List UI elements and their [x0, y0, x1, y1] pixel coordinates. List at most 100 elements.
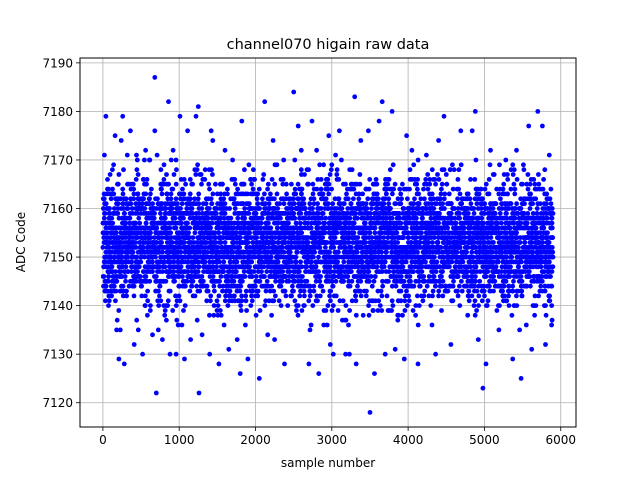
data-point — [403, 225, 409, 231]
data-point — [131, 293, 137, 299]
data-point — [411, 269, 416, 274]
data-point — [242, 225, 248, 231]
data-point — [116, 308, 122, 313]
data-point — [255, 201, 261, 207]
data-point — [401, 206, 407, 211]
data-point — [218, 191, 224, 197]
data-point — [311, 196, 317, 202]
data-point — [196, 259, 201, 265]
data-point — [414, 215, 419, 221]
data-point — [367, 230, 373, 236]
data-point — [190, 211, 195, 216]
data-point — [377, 303, 383, 308]
data-point — [400, 181, 405, 187]
data-point — [235, 186, 241, 192]
data-point — [187, 225, 193, 231]
data-point — [156, 249, 162, 255]
data-point — [150, 259, 155, 265]
data-point — [263, 201, 268, 207]
data-point — [249, 181, 255, 187]
data-point — [124, 293, 129, 299]
data-point — [209, 254, 215, 260]
data-point — [264, 278, 270, 284]
data-point — [466, 288, 472, 294]
data-point — [407, 274, 413, 279]
data-point — [264, 269, 270, 274]
data-point — [435, 172, 440, 177]
data-point — [322, 220, 327, 226]
data-point — [436, 220, 441, 226]
data-point — [425, 172, 431, 177]
data-point — [404, 303, 410, 308]
data-point — [292, 157, 298, 163]
data-point — [246, 201, 252, 207]
data-point — [130, 181, 136, 187]
data-point — [416, 278, 422, 284]
data-point — [130, 211, 135, 216]
data-point — [281, 201, 287, 207]
data-point — [289, 181, 294, 187]
data-point — [413, 235, 419, 241]
data-point — [329, 308, 335, 313]
data-point — [276, 298, 282, 304]
data-point — [258, 220, 264, 226]
data-point — [327, 172, 333, 177]
data-point — [192, 196, 198, 202]
data-point — [268, 191, 273, 197]
data-point — [127, 215, 133, 221]
data-point — [138, 259, 144, 265]
data-point — [217, 308, 223, 313]
data-point — [154, 225, 160, 231]
data-point — [133, 240, 139, 245]
data-point — [345, 196, 351, 202]
data-point — [221, 269, 226, 274]
data-point — [404, 288, 409, 294]
data-point — [323, 215, 328, 221]
data-point — [180, 186, 185, 192]
data-point — [242, 206, 248, 211]
data-point — [209, 220, 215, 226]
data-point — [291, 288, 296, 294]
data-point — [164, 317, 169, 323]
data-point — [206, 206, 212, 211]
data-point — [161, 162, 167, 168]
data-point — [196, 191, 202, 197]
data-point — [476, 303, 481, 308]
data-point — [238, 303, 244, 308]
data-point — [307, 293, 313, 299]
data-point — [347, 283, 353, 289]
data-point — [472, 177, 478, 182]
data-point — [145, 312, 150, 318]
data-point — [440, 278, 446, 284]
data-point — [366, 278, 372, 284]
data-point — [262, 274, 267, 279]
data-point — [269, 283, 275, 289]
data-point — [214, 211, 219, 216]
data-point — [189, 283, 195, 289]
data-point — [225, 303, 231, 308]
data-point — [183, 283, 188, 289]
data-point — [159, 240, 165, 245]
data-point — [438, 245, 444, 250]
data-point — [115, 201, 121, 207]
data-point — [285, 303, 291, 308]
data-point — [187, 288, 193, 294]
data-point — [406, 235, 412, 241]
data-point — [281, 249, 287, 255]
data-point — [221, 196, 227, 202]
data-point — [328, 298, 333, 304]
data-point — [335, 308, 341, 313]
data-point — [374, 181, 380, 187]
data-point — [372, 274, 378, 279]
data-point — [237, 245, 243, 250]
data-point — [196, 211, 202, 216]
data-point — [340, 298, 346, 304]
data-point — [351, 220, 357, 226]
data-point — [199, 181, 204, 187]
data-point — [398, 191, 404, 197]
data-point — [216, 225, 222, 231]
data-point — [119, 249, 125, 255]
data-point — [402, 298, 408, 304]
data-point — [246, 162, 252, 168]
data-point — [343, 181, 348, 187]
